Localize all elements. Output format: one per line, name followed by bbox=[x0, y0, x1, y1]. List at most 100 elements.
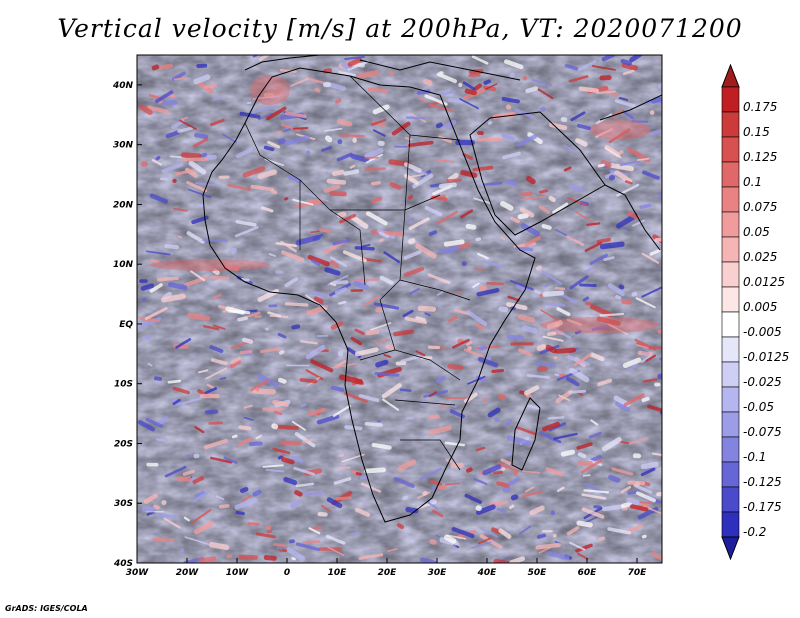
field-streak bbox=[374, 371, 400, 377]
field-streak bbox=[622, 69, 635, 76]
lon-tick-label: 50E bbox=[528, 568, 548, 578]
field-streak bbox=[317, 512, 328, 517]
field-streak bbox=[326, 497, 343, 509]
field-streak bbox=[522, 490, 543, 498]
field-streak bbox=[601, 504, 624, 512]
field-streak bbox=[584, 516, 598, 524]
field-streak bbox=[289, 500, 301, 509]
field-streak bbox=[212, 97, 224, 101]
arabia-coastline bbox=[469, 111, 606, 236]
field-streak bbox=[198, 556, 217, 563]
field-streak bbox=[475, 237, 482, 242]
field-streak bbox=[149, 283, 163, 293]
field-streak bbox=[223, 456, 238, 464]
field-streak bbox=[185, 455, 193, 459]
field-streak bbox=[471, 55, 489, 65]
field-streak bbox=[444, 441, 466, 447]
field-streak bbox=[624, 180, 633, 185]
lat-tick-label: 30N bbox=[113, 141, 134, 151]
field-streak bbox=[321, 146, 333, 152]
field-streak bbox=[145, 250, 171, 256]
field-streak bbox=[548, 195, 556, 202]
field-streak bbox=[323, 184, 341, 193]
field-streak bbox=[568, 75, 589, 83]
field-streak bbox=[445, 458, 458, 466]
field-streak bbox=[404, 217, 415, 223]
field-streak bbox=[210, 358, 228, 366]
field-streak bbox=[477, 537, 492, 545]
field-streak bbox=[521, 325, 538, 334]
field-streak bbox=[622, 110, 634, 120]
field-streak bbox=[321, 504, 331, 513]
field-streak bbox=[361, 243, 371, 248]
field-streak bbox=[560, 449, 576, 457]
field-streak bbox=[650, 551, 662, 563]
lon-tick-label: 30W bbox=[126, 568, 150, 578]
field-streak bbox=[144, 306, 168, 321]
field-streak bbox=[517, 314, 536, 323]
field-streak bbox=[626, 363, 638, 372]
field-streak bbox=[430, 183, 443, 188]
field-streak bbox=[337, 351, 344, 357]
field-streak bbox=[483, 79, 491, 85]
colorbar-label: 0.1 bbox=[743, 175, 762, 189]
colorbar-label: 0.025 bbox=[743, 250, 777, 264]
field-streak bbox=[501, 96, 520, 104]
field-streak bbox=[636, 157, 650, 161]
field-streak bbox=[405, 506, 419, 514]
colorbar-swatch bbox=[721, 411, 740, 438]
field-streak bbox=[576, 552, 589, 560]
field-streak bbox=[275, 89, 281, 95]
field-streak bbox=[567, 355, 590, 366]
field-streak bbox=[574, 329, 582, 335]
field-streak bbox=[496, 461, 519, 473]
field-streak bbox=[550, 510, 556, 516]
field-streak bbox=[603, 256, 615, 261]
field-streak bbox=[293, 466, 315, 476]
field-streak bbox=[294, 432, 316, 448]
field-streak bbox=[510, 494, 519, 501]
lat-tick-label: 40N bbox=[112, 81, 134, 91]
field-streak bbox=[501, 467, 506, 472]
lat-tick-label: 10N bbox=[113, 260, 134, 270]
field-streak bbox=[372, 104, 390, 115]
field-streak bbox=[153, 537, 175, 542]
field-streak bbox=[347, 60, 369, 71]
field-streak bbox=[461, 261, 467, 267]
field-streak bbox=[350, 336, 362, 346]
field-streak bbox=[467, 375, 486, 385]
field-streak bbox=[525, 175, 536, 185]
field-streak bbox=[422, 490, 428, 496]
axis-ticks: 30W 20W 10W 0 10E 20E 30E 40E 50E 60E 70E 40N 30N 20N… bbox=[112, 81, 647, 578]
field-streak bbox=[542, 290, 565, 297]
field-streak bbox=[531, 79, 552, 87]
field-streak bbox=[365, 211, 388, 226]
field-streak bbox=[632, 453, 642, 459]
field-streak bbox=[215, 495, 225, 500]
field-streak bbox=[284, 111, 307, 119]
field-streak bbox=[255, 532, 276, 539]
field-streak bbox=[578, 86, 600, 93]
field-streak bbox=[324, 135, 333, 143]
field-streak bbox=[161, 499, 167, 506]
field-streak bbox=[305, 150, 311, 155]
field-streak bbox=[303, 438, 313, 443]
field-streak bbox=[631, 120, 649, 123]
ascent-region bbox=[590, 120, 650, 140]
field-streak bbox=[164, 465, 187, 478]
field-streak bbox=[620, 58, 632, 66]
field-streak bbox=[279, 350, 285, 355]
field-streak bbox=[263, 145, 275, 152]
field-streak bbox=[524, 385, 540, 396]
field-streak bbox=[575, 211, 596, 225]
field-streak bbox=[584, 241, 602, 252]
field-streak bbox=[332, 280, 349, 285]
colorbar-swatch bbox=[721, 136, 740, 163]
field-streak bbox=[198, 369, 209, 374]
field-streak bbox=[199, 152, 208, 159]
field-streak bbox=[205, 367, 228, 380]
field-streak bbox=[553, 356, 558, 360]
field-streak bbox=[178, 397, 203, 406]
field-streak bbox=[575, 138, 588, 147]
field-streak bbox=[279, 440, 302, 446]
